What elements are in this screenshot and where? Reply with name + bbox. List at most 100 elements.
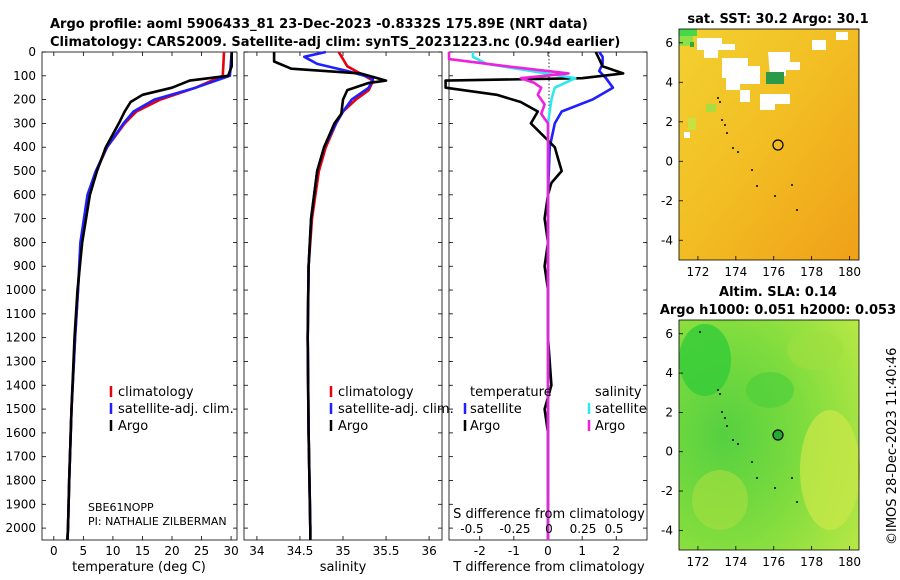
- map-lat-tick-label: 4: [665, 75, 673, 89]
- map-lon-tick-label: 178: [800, 555, 823, 569]
- sst-field: [679, 29, 859, 260]
- map-lat-tick-label: 4: [665, 366, 673, 380]
- sst-missing-data: [722, 58, 760, 90]
- salinity-axes-box: [243, 51, 443, 541]
- x-tick-label: -1: [508, 544, 520, 558]
- map-lat-tick-label: 0: [665, 445, 673, 459]
- sst-green-patch: [690, 42, 694, 47]
- depth-tick-label: 2000: [5, 521, 36, 535]
- title-line-1: Argo profile: aoml 5906433_81 23-Dec-202…: [50, 17, 588, 32]
- sst-missing-data: [684, 132, 690, 138]
- map-lon-tick-label: 180: [838, 555, 861, 569]
- temperature-legend: climatology satellite-adj. clim. Argo: [109, 385, 234, 434]
- instrument-label: SBE61NOPP: [88, 501, 154, 514]
- sla-axes-box: [678, 319, 860, 551]
- x-tick-label: 34: [249, 544, 264, 558]
- sst-axes-box: [678, 28, 860, 261]
- x-tick-label: 5: [80, 544, 88, 558]
- x-tick-label: 36: [421, 544, 436, 558]
- sst-missing-data: [740, 90, 750, 102]
- sla-anomaly: [800, 410, 860, 530]
- series-line-argo: [66, 52, 233, 541]
- sla-features: [679, 324, 860, 530]
- depth-tick-label: 1300: [5, 354, 36, 368]
- sla-islands: [699, 331, 798, 503]
- map-lat-tick-label: -4: [661, 233, 673, 247]
- difference-ticks: -2 -1 0 1 2: [449, 51, 647, 558]
- map-lat-tick-label: 0: [665, 154, 673, 168]
- x-tick-label: 1: [578, 544, 586, 558]
- sst-green-patch: [679, 29, 697, 36]
- title-line-2: Climatology: CARS2009. Satellite-adj cli…: [50, 35, 620, 50]
- sla-anomaly: [692, 470, 748, 530]
- x-tick-label: 20: [164, 544, 179, 558]
- legend3-t-satellite: satellite: [470, 402, 522, 417]
- map-lat-tick-label: 2: [665, 115, 673, 129]
- salinity-legend: climatology satellite-adj. clim. Argo: [329, 385, 454, 434]
- depth-tick-label: 500: [13, 164, 36, 178]
- temperature-ticks: 0 5 10 15 20 25 30: [42, 51, 239, 558]
- map-lon-tick-label: 178: [800, 265, 823, 279]
- map-lat-tick-label: 2: [665, 405, 673, 419]
- timestamp-stamp: ©IMOS 28-Dec-2023 11:40:46: [885, 348, 900, 545]
- series-line-satellite-adj-clim-: [302, 50, 375, 540]
- difference-legend: temperature satellite Argo salinity sate…: [463, 385, 647, 434]
- series-line-t-argo: [444, 51, 625, 540]
- depth-tick-label: 700: [13, 212, 36, 226]
- legend-climatology: climatology: [118, 385, 194, 400]
- sla-anomaly: [679, 324, 731, 396]
- x-tick-label: 0: [50, 544, 58, 558]
- x-tick-label: 0: [544, 544, 552, 558]
- legend2-satellite: satellite-adj. clim.: [338, 402, 454, 417]
- x-tick-label: 25: [194, 544, 209, 558]
- sla-map-panel: Altim. SLA: 0.14 Argo h1000: 0.051 h2000…: [660, 285, 896, 569]
- sla-anomaly: [787, 330, 843, 370]
- series-line-s-argo: [447, 52, 570, 540]
- legend3-s-satellite: satellite: [595, 402, 647, 417]
- sst-map-ticks: 172 174 176 178 180 6 4 2 0 -2 -4: [661, 36, 861, 279]
- sla-map-title-1: Altim. SLA: 0.14: [719, 285, 837, 300]
- map-lat-tick-label: 6: [665, 327, 673, 341]
- sst-map-title: sat. SST: 30.2 Argo: 30.1: [687, 12, 868, 27]
- map-lon-tick-label: 174: [724, 265, 747, 279]
- series-line-argo: [272, 52, 388, 540]
- depth-tick-label: 300: [13, 116, 36, 130]
- map-lon-tick-label: 180: [838, 265, 861, 279]
- map-lon-tick-label: 176: [762, 265, 785, 279]
- depth-tick-label: 1800: [5, 473, 36, 487]
- s-difference-xlabel: S difference from climatology: [453, 507, 645, 522]
- salinity-panel: 34 34.5 35 35.5 36 salinity climatology sate…: [243, 50, 454, 575]
- temperature-axes-box: [41, 51, 238, 541]
- legend3-salinity-head: salinity: [595, 385, 642, 400]
- legend-satellite: satellite-adj. clim.: [118, 402, 234, 417]
- sst-islands: [717, 97, 798, 211]
- sst-land-gaps: [679, 29, 848, 138]
- series-line-climatology: [66, 51, 226, 541]
- depth-tick-label: 200: [13, 93, 36, 107]
- depth-tick-label: 100: [13, 69, 36, 83]
- legend3-temperature-head: temperature: [470, 385, 552, 400]
- series-line-climatology: [306, 51, 375, 540]
- legend3-s-argo: Argo: [595, 419, 625, 434]
- sla-anomaly: [746, 372, 794, 408]
- salinity-ticks: 34 34.5 35 35.5 36: [244, 51, 442, 558]
- map-lat-tick-label: -2: [661, 484, 673, 498]
- t-difference-xlabel: T difference from climatology: [452, 560, 645, 575]
- depth-tick-label: 0: [28, 45, 36, 59]
- s-difference-tick-label: 0.25: [570, 522, 597, 536]
- temperature-xlabel: temperature (deg C): [72, 560, 206, 575]
- sst-green-patch: [688, 118, 696, 130]
- temperature-panel: 0100200300400500600700800900100011001200…: [5, 45, 238, 575]
- map-lon-tick-label: 174: [724, 555, 747, 569]
- sst-green-patch: [679, 36, 693, 46]
- depth-tick-label: 1900: [5, 497, 36, 511]
- series-line-t-satellite: [546, 51, 615, 540]
- x-tick-label: -2: [474, 544, 486, 558]
- s-difference-ticks: -0.5 -0.25 0 0.25 0.5: [460, 522, 623, 536]
- map-lon-tick-label: 172: [686, 265, 709, 279]
- sst-missing-data: [768, 52, 800, 76]
- legend-argo: Argo: [118, 419, 148, 434]
- sla-map-title-2: Argo h1000: 0.051 h2000: 0.053: [660, 303, 896, 318]
- map-lon-tick-label: 176: [762, 555, 785, 569]
- x-tick-label: 30: [223, 544, 238, 558]
